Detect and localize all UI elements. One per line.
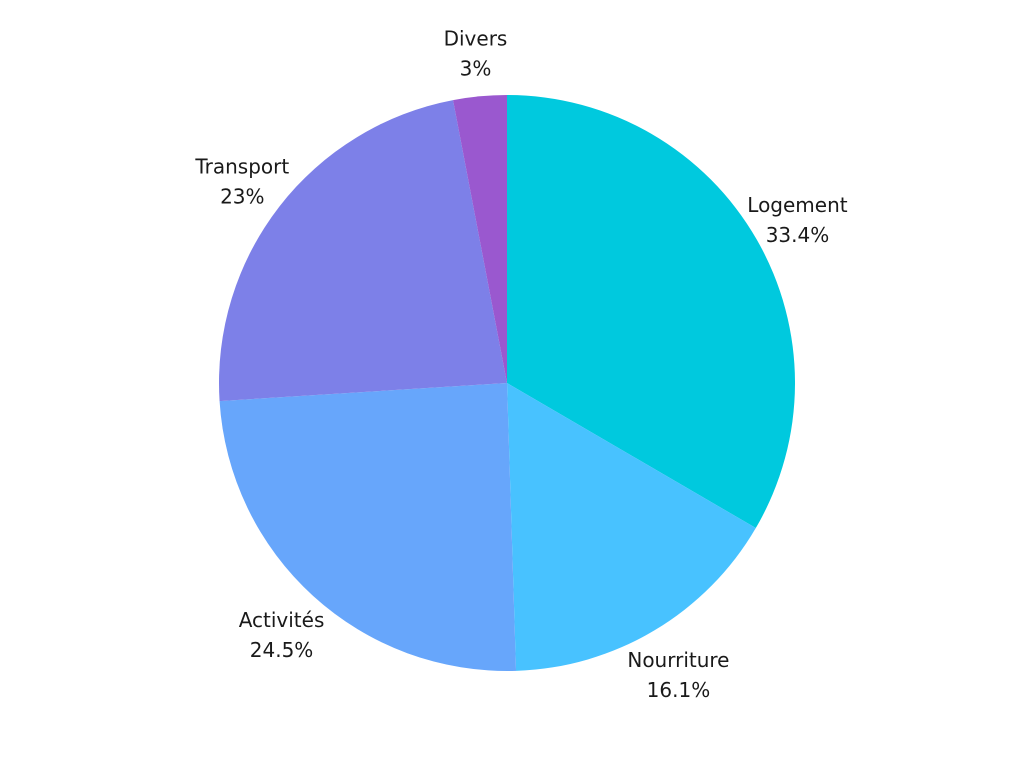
slice-value-activites: 24.5% (250, 638, 314, 662)
pie-labels: Logement 33.4% Nourriture 16.1% Activités 24.… (194, 26, 847, 701)
slice-label-transport: Transport (194, 155, 289, 179)
pie-slice-logement (507, 95, 795, 529)
slice-label-activites: Activités (239, 608, 325, 632)
slice-value-nourriture: 16.1% (647, 678, 711, 702)
pie-slice-transport (218, 100, 507, 402)
slice-value-logement: 33.4% (766, 223, 830, 247)
pie-slices (218, 95, 795, 671)
slice-label-logement: Logement (747, 193, 847, 217)
slice-value-divers: 3% (460, 56, 492, 80)
pie-slice-nourriture (507, 383, 756, 671)
pie-slice-divers (453, 95, 507, 383)
slice-value-transport: 23% (220, 185, 264, 209)
slice-label-nourriture: Nourriture (627, 648, 729, 672)
pie-slice-activites (219, 383, 517, 671)
slice-label-divers: Divers (444, 26, 508, 50)
